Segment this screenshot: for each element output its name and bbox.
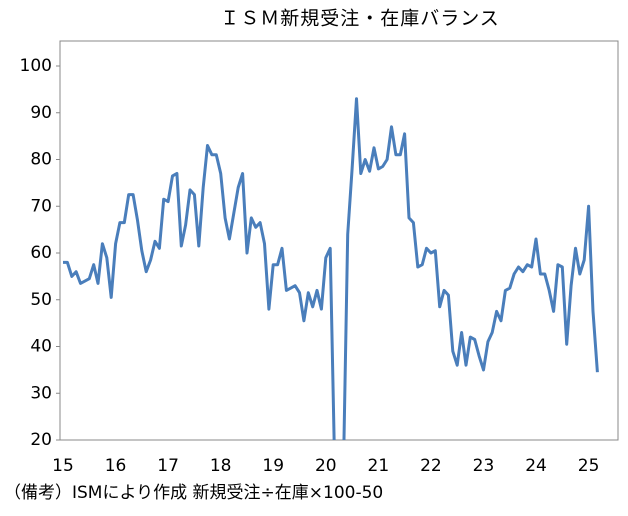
y-tick-label: 80 [30,150,52,170]
x-tick-label: 24 [525,456,547,476]
x-tick-label: 21 [368,456,390,476]
y-tick-label: 90 [30,103,52,123]
plot-frame [59,40,619,441]
x-tick-label: 23 [473,456,495,476]
x-tick-label: 15 [52,456,74,476]
y-tick-label: 100 [20,56,52,76]
data-line [63,97,599,440]
x-tick-label: 16 [105,456,127,476]
y-tick-label: 30 [30,383,52,403]
y-tick-label: 60 [30,243,52,263]
x-tick-label: 25 [578,456,600,476]
note: （備考）ISMにより作成 新規受注÷在庫×100-50 [4,483,383,503]
y-tick-label: 70 [30,196,52,216]
chart-title: ＩＳＭ新規受注・在庫バランス [220,8,500,30]
x-tick-label: 18 [210,456,232,476]
y-tick-label: 20 [30,430,52,450]
x-tick-label: 17 [157,456,179,476]
y-tick-label: 50 [30,290,52,310]
y-tick-label: 40 [30,337,52,357]
x-tick-label: 19 [262,456,284,476]
x-tick-label: 22 [420,456,442,476]
x-tick-label: 20 [315,456,337,476]
